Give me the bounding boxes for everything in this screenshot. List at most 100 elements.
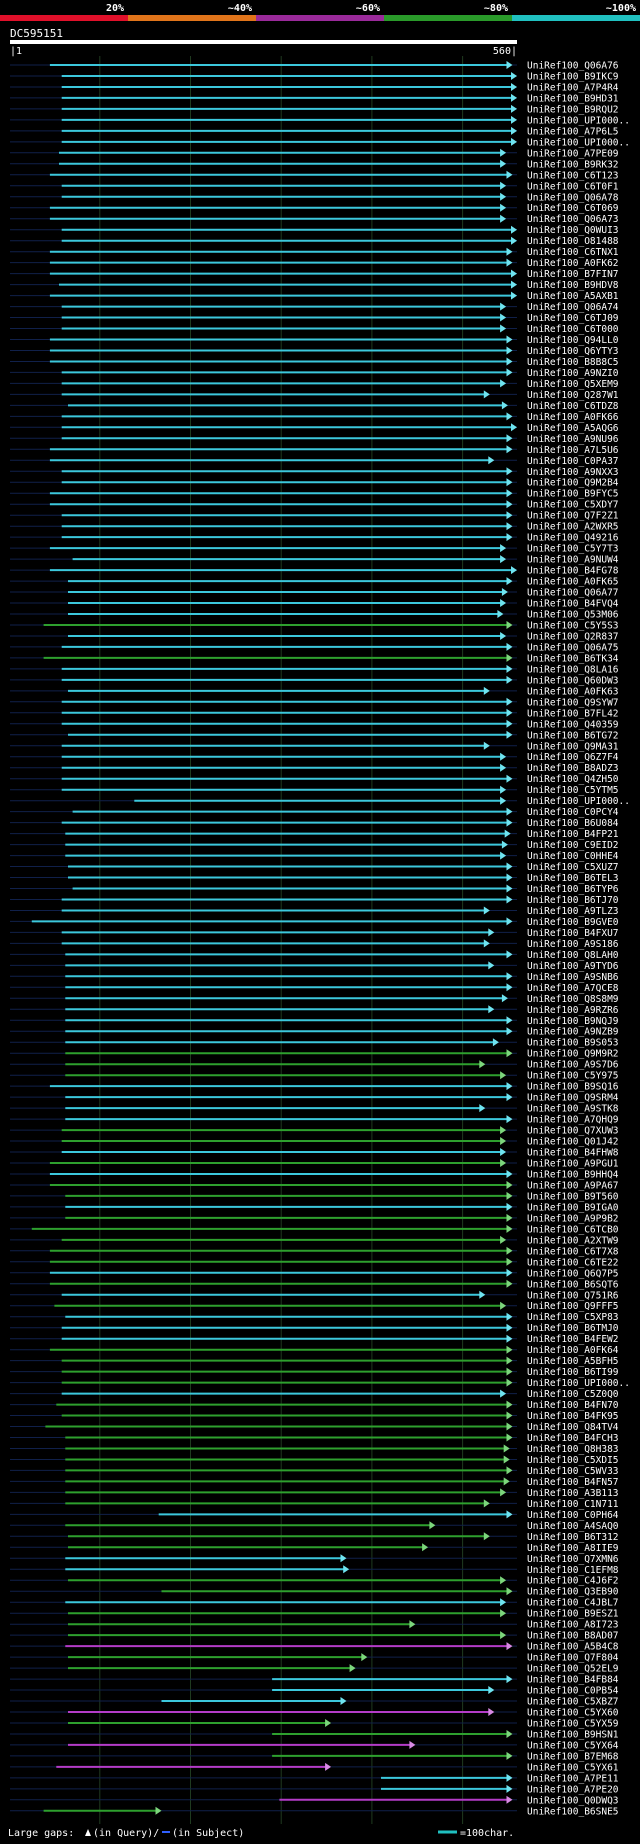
hit-row[interactable]: UniRef100_C6T123 — [10, 170, 619, 181]
hit-label[interactable]: UniRef100_C5YX61 — [527, 1762, 619, 1773]
hit-label[interactable]: UniRef100_A7QHQ9 — [527, 1115, 619, 1126]
hit-label[interactable]: UniRef100_A9STK8 — [527, 1104, 619, 1115]
hit-row[interactable]: UniRef100_C5YX64 — [10, 1740, 619, 1751]
hit-row[interactable]: UniRef100_B9GVE0 — [10, 917, 619, 928]
hit-label[interactable]: UniRef100_Q9M9R2 — [527, 1049, 619, 1060]
hit-row[interactable]: UniRef100_A9NZI0 — [10, 368, 619, 379]
hit-row[interactable]: UniRef100_B6TJ70 — [10, 895, 619, 906]
hit-label[interactable]: UniRef100_C5XBZ7 — [527, 1697, 619, 1708]
hit-label[interactable]: UniRef100_B9HSN1 — [527, 1730, 619, 1741]
hit-row[interactable]: UniRef100_C5Y5S3 — [10, 621, 619, 632]
hit-label[interactable]: UniRef100_A4SAQ0 — [527, 1521, 619, 1532]
hit-label[interactable]: UniRef100_B8ADZ3 — [527, 763, 619, 774]
hit-label[interactable]: UniRef100_A9NXX3 — [527, 467, 619, 478]
hit-row[interactable]: UniRef100_A0FK64 — [10, 1345, 619, 1356]
hit-row[interactable]: UniRef100_C5XDY7 — [10, 500, 619, 511]
hit-row[interactable]: UniRef100_A9NU96 — [10, 434, 619, 445]
hit-label[interactable]: UniRef100_A7PE11 — [527, 1773, 619, 1784]
hit-label[interactable]: UniRef100_A9P9B2 — [527, 1213, 619, 1224]
hit-row[interactable]: UniRef100_B9ESZ1 — [10, 1609, 619, 1620]
hit-row[interactable]: UniRef100_UPI000.. — [10, 115, 630, 126]
hit-label[interactable]: UniRef100_A5BFH5 — [527, 1356, 619, 1367]
hit-row[interactable]: UniRef100_A8I723 — [10, 1620, 619, 1631]
hit-row[interactable]: UniRef100_Q06A73 — [10, 214, 619, 225]
hit-label[interactable]: UniRef100_C5XP83 — [527, 1312, 619, 1323]
hit-label[interactable]: UniRef100_A9NZI0 — [527, 368, 619, 379]
hit-label[interactable]: UniRef100_B6SQT6 — [527, 1279, 619, 1290]
hit-row[interactable]: UniRef100_A7P4R4 — [10, 83, 619, 94]
hit-label[interactable]: UniRef100_A9RZR6 — [527, 1005, 619, 1016]
hit-row[interactable]: UniRef100_Q8LA16 — [10, 664, 619, 675]
hit-row[interactable]: UniRef100_A7L5U6 — [10, 445, 619, 456]
hit-row[interactable]: UniRef100_C6T7X8 — [10, 1246, 619, 1257]
hit-row[interactable]: UniRef100_B8AD07 — [10, 1631, 619, 1642]
hit-row[interactable]: UniRef100_C0PCY4 — [10, 807, 619, 818]
hit-row[interactable]: UniRef100_C4JBL7 — [10, 1598, 619, 1609]
hit-label[interactable]: UniRef100_A9S7D6 — [527, 1060, 619, 1071]
hit-row[interactable]: UniRef100_Q84TV4 — [10, 1422, 619, 1433]
hit-row[interactable]: UniRef100_C4J6F2 — [10, 1576, 619, 1587]
hit-label[interactable]: UniRef100_B7EM68 — [527, 1751, 619, 1762]
hit-label[interactable]: UniRef100_B4FG78 — [527, 566, 619, 577]
hit-label[interactable]: UniRef100_B4FXU7 — [527, 928, 619, 939]
hit-label[interactable]: UniRef100_Q7XMN6 — [527, 1554, 619, 1565]
hit-row[interactable]: UniRef100_Q3EB90 — [10, 1587, 619, 1598]
hit-row[interactable]: UniRef100_Q9SRM4 — [10, 1093, 619, 1104]
hit-row[interactable]: UniRef100_B6TEL3 — [10, 873, 619, 884]
hit-label[interactable]: UniRef100_C5XDY7 — [527, 500, 619, 511]
hit-label[interactable]: UniRef100_Q6Q7P5 — [527, 1268, 619, 1279]
hit-label[interactable]: UniRef100_B6U084 — [527, 818, 619, 829]
hit-row[interactable]: UniRef100_C5XDI5 — [10, 1455, 619, 1466]
hit-row[interactable]: UniRef100_B9HDV8 — [10, 280, 619, 291]
hit-label[interactable]: UniRef100_A5AQG6 — [527, 423, 619, 434]
hit-label[interactable]: UniRef100_B4FP21 — [527, 829, 619, 840]
hit-label[interactable]: UniRef100_C5Y975 — [527, 1071, 619, 1082]
hit-row[interactable]: UniRef100_B6SNE5 — [10, 1806, 619, 1817]
hit-row[interactable]: UniRef100_C6TE22 — [10, 1257, 619, 1268]
hit-row[interactable]: UniRef100_B6SQT6 — [10, 1279, 619, 1290]
hit-row[interactable]: UniRef100_B9SQ16 — [10, 1082, 619, 1093]
hit-label[interactable]: UniRef100_C6T7X8 — [527, 1246, 619, 1257]
hit-label[interactable]: UniRef100_B4FHW8 — [527, 1148, 619, 1159]
hit-row[interactable]: UniRef100_A7PE09 — [10, 148, 619, 159]
hit-row[interactable]: UniRef100_B6T312 — [10, 1532, 619, 1543]
hit-row[interactable]: UniRef100_B9HHQ4 — [10, 1170, 619, 1181]
hit-label[interactable]: UniRef100_C6TCB0 — [527, 1224, 619, 1235]
hit-label[interactable]: UniRef100_B6TJ70 — [527, 895, 619, 906]
hit-row[interactable]: UniRef100_B6TI99 — [10, 1367, 619, 1378]
hit-label[interactable]: UniRef100_A2WXR5 — [527, 522, 619, 533]
hit-row[interactable]: UniRef100_C9EID2 — [10, 840, 619, 851]
hit-label[interactable]: UniRef100_Q0WUI3 — [527, 225, 619, 236]
hit-row[interactable]: UniRef100_Q9MA31 — [10, 741, 619, 752]
hit-label[interactable]: UniRef100_C5YX60 — [527, 1708, 619, 1719]
hit-label[interactable]: UniRef100_Q4ZH50 — [527, 774, 619, 785]
hit-label[interactable]: UniRef100_A3B113 — [527, 1488, 619, 1499]
hit-label[interactable]: UniRef100_Q7XUW3 — [527, 1126, 619, 1137]
hit-row[interactable]: UniRef100_Q6Z7F4 — [10, 752, 619, 763]
hit-row[interactable]: UniRef100_A7PE11 — [10, 1773, 619, 1784]
hit-label[interactable]: UniRef100_Q60DW3 — [527, 675, 619, 686]
hit-row[interactable]: UniRef100_Q9M9R2 — [10, 1049, 619, 1060]
hit-row[interactable]: UniRef100_C5XUZ7 — [10, 862, 619, 873]
hit-row[interactable]: UniRef100_B9IGA0 — [10, 1202, 619, 1213]
hit-label[interactable]: UniRef100_A9TYD6 — [527, 961, 619, 972]
hit-label[interactable]: UniRef100_Q9FFF5 — [527, 1301, 619, 1312]
hit-row[interactable]: UniRef100_Q4ZH50 — [10, 774, 619, 785]
hit-row[interactable]: UniRef100_A9P9B2 — [10, 1213, 619, 1224]
hit-row[interactable]: UniRef100_B9NQJ9 — [10, 1016, 619, 1027]
hit-row[interactable]: UniRef100_A7QCE8 — [10, 983, 619, 994]
hit-row[interactable]: UniRef100_A9TLZ3 — [10, 906, 619, 917]
hit-label[interactable]: UniRef100_B6TI99 — [527, 1367, 619, 1378]
hit-label[interactable]: UniRef100_C6T123 — [527, 170, 619, 181]
hit-label[interactable]: UniRef100_B6TK34 — [527, 653, 619, 664]
hit-label[interactable]: UniRef100_A0FK62 — [527, 258, 619, 269]
hit-label[interactable]: UniRef100_Q52EL9 — [527, 1664, 619, 1675]
hit-row[interactable]: UniRef100_Q8H383 — [10, 1444, 619, 1455]
hit-row[interactable]: UniRef100_A3B113 — [10, 1488, 619, 1499]
hit-label[interactable]: UniRef100_C6TDZ8 — [527, 401, 619, 412]
hit-row[interactable]: UniRef100_A4SAQ0 — [10, 1521, 619, 1532]
hit-row[interactable]: UniRef100_B9S053 — [10, 1038, 619, 1049]
hit-row[interactable]: UniRef100_B9HD31 — [10, 93, 619, 104]
hit-label[interactable]: UniRef100_Q8LAH0 — [527, 950, 619, 961]
hit-row[interactable]: UniRef100_A0FK62 — [10, 258, 619, 269]
